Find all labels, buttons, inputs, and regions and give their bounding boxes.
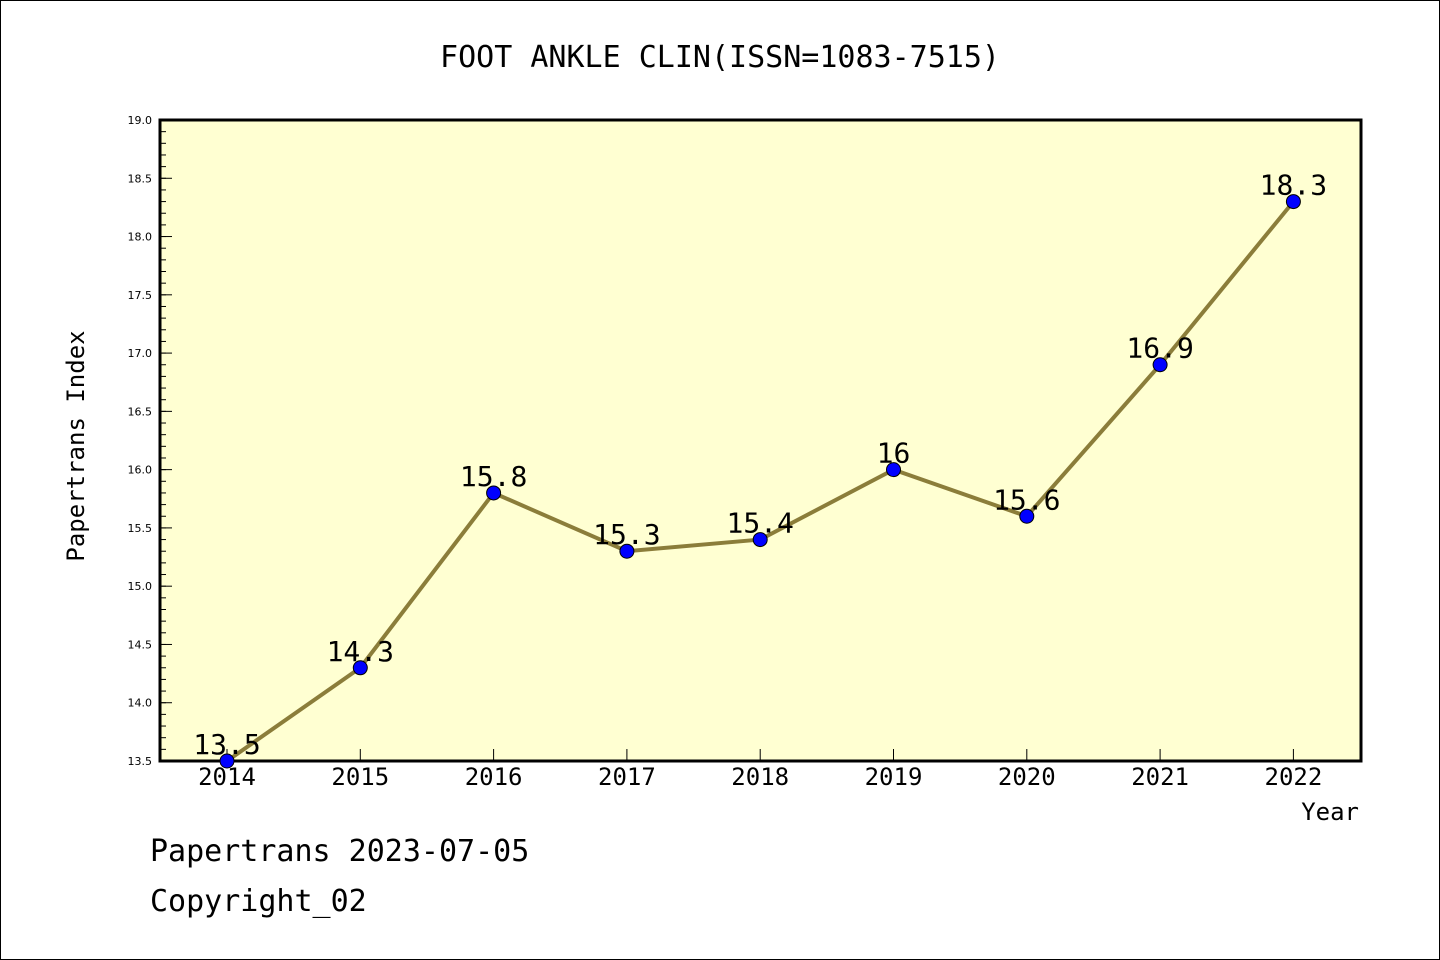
y-tick-label: 16.5 [128,405,153,418]
x-tick-label: 2019 [865,763,923,791]
y-tick-label: 14.0 [128,697,153,710]
data-point [219,753,235,769]
footer-source: Papertrans 2023-07-05 [150,834,530,869]
y-tick-label: 15.0 [128,580,153,593]
chart-title: FOOT ANKLE CLIN(ISSN=1083-7515) [440,40,1000,75]
y-tick-label: 17.5 [128,289,153,302]
data-point [752,532,768,548]
y-axis-ticks: 13.5 14.0 14.5 15.0 15.5 16.0 16.5 17.0 17.5 18.0… [128,114,172,768]
data-point [1285,194,1301,210]
x-tick-label: 2017 [598,763,656,791]
y-tick-label: 16.0 [128,464,153,477]
x-tick-label: 2020 [998,763,1056,791]
x-tick-label: 2018 [731,763,789,791]
footer-copyright: Copyright_02 [150,884,367,919]
plot-area [158,118,1363,763]
y-tick-label: 15.5 [128,522,153,535]
data-markers [219,194,1301,769]
x-tick-label: 2021 [1131,763,1189,791]
data-point [1019,508,1035,524]
y-tick-label: 14.5 [128,638,153,651]
y-tick-label: 13.5 [128,755,153,768]
x-tick-label: 2016 [465,763,523,791]
data-point [619,543,635,559]
y-tick-label: 18.0 [128,231,153,244]
data-point [886,462,901,478]
x-tick-label: 2015 [331,763,389,791]
y-tick-label: 18.5 [128,172,153,185]
y-tick-label: 19.0 [128,114,153,127]
data-point [352,660,368,676]
x-tick-label: 2022 [1265,763,1323,791]
y-tick-label: 17.0 [128,347,153,360]
data-point [1152,357,1168,373]
data-point [486,485,502,501]
x-axis-label: Year [1301,798,1359,826]
x-axis-ticks: 2014 2015 2016 2017 2018 2019 2020 2021 2022 [198,749,1322,791]
y-axis-label: Papertrans Index [62,330,90,561]
